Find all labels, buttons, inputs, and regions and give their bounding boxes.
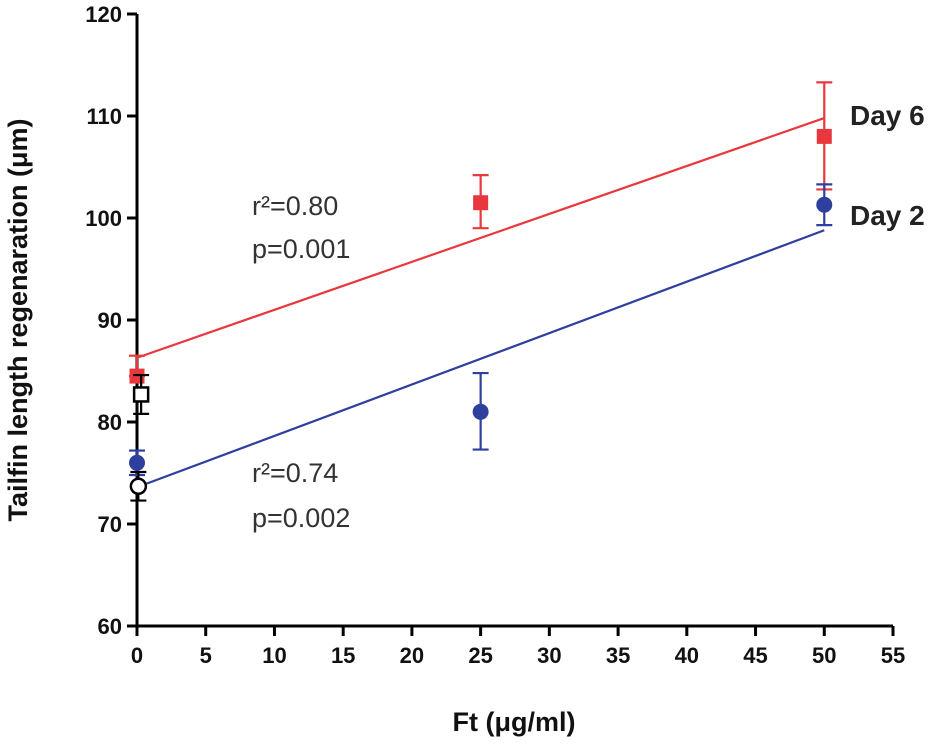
- x-tick-label: 40: [675, 643, 699, 668]
- x-tick-label: 5: [200, 643, 212, 668]
- circle-marker: [472, 403, 489, 420]
- fit-line-series-0: [136, 117, 825, 359]
- day6-p-annotation: p=0.001: [252, 234, 350, 264]
- y-axis-title: Tailfin length regenaration (μm): [3, 118, 33, 521]
- x-tick-label: 15: [331, 643, 355, 668]
- day2-p-annotation: p=0.002: [252, 503, 350, 533]
- y-tick-label: 90: [98, 308, 122, 333]
- day6-r2-annotation: r²=0.80: [252, 191, 338, 221]
- data-point-series-0-0: [129, 354, 145, 384]
- data-point-series-1-1: [472, 371, 489, 451]
- x-tick-label: 45: [743, 643, 767, 668]
- x-axis-title: Ft (μg/ml): [453, 707, 576, 737]
- x-tick-label: 30: [537, 643, 561, 668]
- open-circle-marker: [129, 477, 148, 496]
- fit-line-series-1: [136, 229, 825, 489]
- series-label-day6: Day 6: [850, 100, 925, 131]
- square-marker: [816, 128, 832, 144]
- x-tick-label: 35: [606, 643, 630, 668]
- x-tick-label: 55: [881, 643, 905, 668]
- y-tick-label: 110: [87, 104, 123, 129]
- x-tick-label: 20: [400, 643, 424, 668]
- data-point-series-2-0: [132, 373, 150, 415]
- y-tick-label: 120: [85, 2, 122, 27]
- circle-marker: [129, 454, 145, 471]
- y-tick-label: 100: [85, 206, 122, 231]
- data-point-series-3-0: [129, 470, 148, 502]
- y-tick-label: 60: [98, 614, 122, 639]
- day2-r2-annotation: r²=0.74: [252, 458, 338, 488]
- x-tick-label: 50: [812, 643, 836, 668]
- square-marker: [473, 195, 489, 211]
- open-square-marker: [132, 386, 150, 403]
- data-point-series-0-2: [816, 81, 833, 191]
- circle-marker: [816, 196, 833, 213]
- data-point-series-0-1: [472, 174, 489, 230]
- series-label-day2: Day 2: [850, 200, 925, 231]
- x-tick-label: 25: [468, 643, 492, 668]
- x-tick-label: 10: [262, 643, 286, 668]
- x-tick-label: 0: [131, 643, 143, 668]
- data-point-series-1-2: [816, 183, 833, 227]
- y-tick-label: 70: [98, 512, 122, 537]
- y-tick-label: 80: [98, 410, 122, 435]
